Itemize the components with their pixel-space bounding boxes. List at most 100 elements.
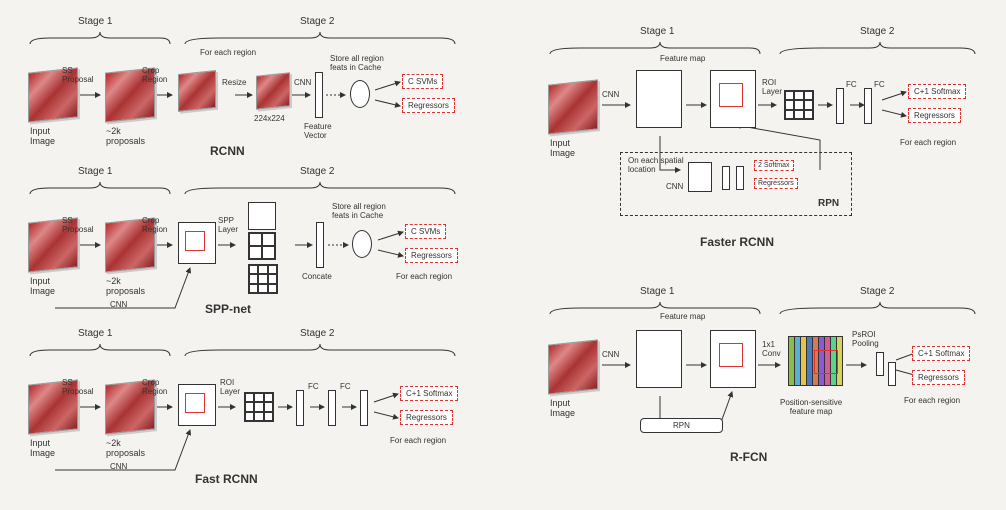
- faster-fmap-lbl: Feature map: [660, 54, 705, 63]
- spp-layer: SPP Layer: [218, 216, 238, 234]
- spp-stage1: Stage 1: [78, 166, 112, 177]
- faster-rpn-out2: Regressors: [754, 178, 798, 189]
- rfcn-ps-roi-box: [814, 350, 838, 374]
- fast-cnn-arrow: CNN: [110, 462, 127, 471]
- faster-rpn-out1: 2 Softmax: [754, 160, 794, 171]
- fast-stage1: Stage 1: [78, 328, 112, 339]
- spp-prop: ~2k proposals: [106, 276, 145, 296]
- rcnn-resize: Resize: [222, 78, 246, 87]
- faster-rpn-title: RPN: [818, 198, 839, 209]
- spp-title: SPP-net: [205, 302, 251, 316]
- fast-fc1: [296, 390, 304, 426]
- spp-g1: [248, 202, 276, 230]
- fast-ss: SS Proposal: [62, 378, 94, 396]
- rcnn-featvec: Feature Vector: [304, 122, 332, 140]
- faster-fm2: [710, 70, 756, 128]
- spp-concat: Concate: [302, 272, 332, 281]
- fast-foreach: For each region: [390, 436, 446, 445]
- faster-input-img: [548, 79, 598, 134]
- rcnn-out-reg: Regressors: [402, 98, 455, 113]
- faster-fc1-lbl: FC: [846, 80, 857, 89]
- spp-ss: SS Proposal: [62, 216, 94, 234]
- faster-rpn-bar1: [722, 166, 730, 190]
- rfcn-out2: Regressors: [912, 370, 965, 385]
- faster-input-lbl: Input Image: [550, 138, 575, 158]
- fast-stage2: Stage 2: [300, 328, 334, 339]
- rfcn-foreach: For each region: [904, 396, 960, 405]
- rcnn-region-img: [178, 70, 216, 112]
- rcnn-cache: Store all region feats in Cache: [330, 54, 384, 72]
- fast-out2: Regressors: [400, 410, 453, 425]
- rcnn-224: 224x224: [254, 114, 285, 123]
- faster-fc1: [836, 88, 844, 124]
- fast-roi: ROI Layer: [220, 378, 240, 396]
- rcnn-cnn: CNN: [294, 78, 311, 87]
- spp-concat-bar: [316, 222, 324, 268]
- faster-fc2-lbl: FC: [874, 80, 885, 89]
- rcnn-stage2: Stage 2: [300, 16, 334, 27]
- faster-foreach: For each region: [900, 138, 956, 147]
- faster-rpn-fm: [688, 162, 712, 192]
- rcnn-crop: Crop Region: [142, 66, 167, 84]
- faster-fm1: [636, 70, 682, 128]
- spp-cache-icon: [352, 230, 372, 258]
- rcnn-ss: SS Proposal: [62, 66, 94, 84]
- spp-out2: Regressors: [405, 248, 458, 263]
- fast-fc3: [360, 390, 368, 426]
- rfcn-bar2: [888, 362, 896, 386]
- rfcn-bar1: [876, 352, 884, 376]
- rcnn-title: RCNN: [210, 144, 245, 158]
- spp-fmap: [178, 222, 216, 264]
- rfcn-fm1: [636, 330, 682, 388]
- faster-rpn-cnn: CNN: [666, 182, 683, 191]
- faster-cnn: CNN: [602, 90, 619, 99]
- fast-fc2: [328, 390, 336, 426]
- faster-roi: ROI Layer: [762, 78, 782, 96]
- rfcn-stage1: Stage 1: [640, 286, 674, 297]
- rfcn-cnn: CNN: [602, 350, 619, 359]
- rcnn-foreach: For each region: [200, 48, 256, 57]
- rfcn-input-lbl: Input Image: [550, 398, 575, 418]
- rcnn-out-svm: C SVMs: [402, 74, 443, 89]
- spp-stage2: Stage 2: [300, 166, 334, 177]
- faster-stage1: Stage 1: [640, 26, 674, 37]
- spp-cache: Store all region feats in Cache: [332, 202, 386, 220]
- rfcn-title: R-FCN: [730, 450, 767, 464]
- rcnn-cache-icon: [350, 80, 370, 108]
- fast-fmap: [178, 384, 216, 426]
- faster-rpn-note: On each spatial location: [628, 156, 684, 174]
- rfcn-conv: 1x1 Conv: [762, 340, 781, 358]
- rfcn-psroi: PsROI Pooling: [852, 330, 879, 348]
- rcnn-featvec-bar: [315, 72, 323, 118]
- rcnn-prop: ~2k proposals: [106, 126, 145, 146]
- spp-out1: C SVMs: [405, 224, 446, 239]
- fast-out1: C+1 Softmax: [400, 386, 458, 401]
- spp-cnn-arrow: CNN: [110, 300, 127, 309]
- rfcn-out1: C+1 Softmax: [912, 346, 970, 361]
- spp-foreach: For each region: [396, 272, 452, 281]
- rfcn-input-img: [548, 339, 598, 394]
- spp-g3: [248, 264, 278, 294]
- spp-g2: [248, 232, 276, 260]
- fast-prop: ~2k proposals: [106, 438, 145, 458]
- faster-rpn-bar2: [736, 166, 744, 190]
- fast-input-lbl: Input Image: [30, 438, 55, 458]
- diagram-canvas: Stage 1 Stage 2 For each region Input Im…: [0, 10, 1006, 510]
- rfcn-psmap-lbl: Position-sensitive feature map: [780, 398, 842, 416]
- faster-out1: C+1 Softmax: [908, 84, 966, 99]
- fast-fc1-lbl: FC: [308, 382, 319, 391]
- rcnn-input-lbl: Input Image: [30, 126, 55, 146]
- rcnn-stage1: Stage 1: [78, 16, 112, 27]
- faster-stage2: Stage 2: [860, 26, 894, 37]
- fast-grid: [244, 392, 274, 422]
- spp-input-lbl: Input Image: [30, 276, 55, 296]
- rcnn-224-img: [256, 72, 290, 110]
- fast-fc2-lbl: FC: [340, 382, 351, 391]
- rfcn-fm2: [710, 330, 756, 388]
- fast-title: Fast RCNN: [195, 472, 258, 486]
- faster-out2: Regressors: [908, 108, 961, 123]
- fast-crop: Crop Region: [142, 378, 167, 396]
- rfcn-stage2: Stage 2: [860, 286, 894, 297]
- faster-grid: [784, 90, 814, 120]
- spp-crop: Crop Region: [142, 216, 167, 234]
